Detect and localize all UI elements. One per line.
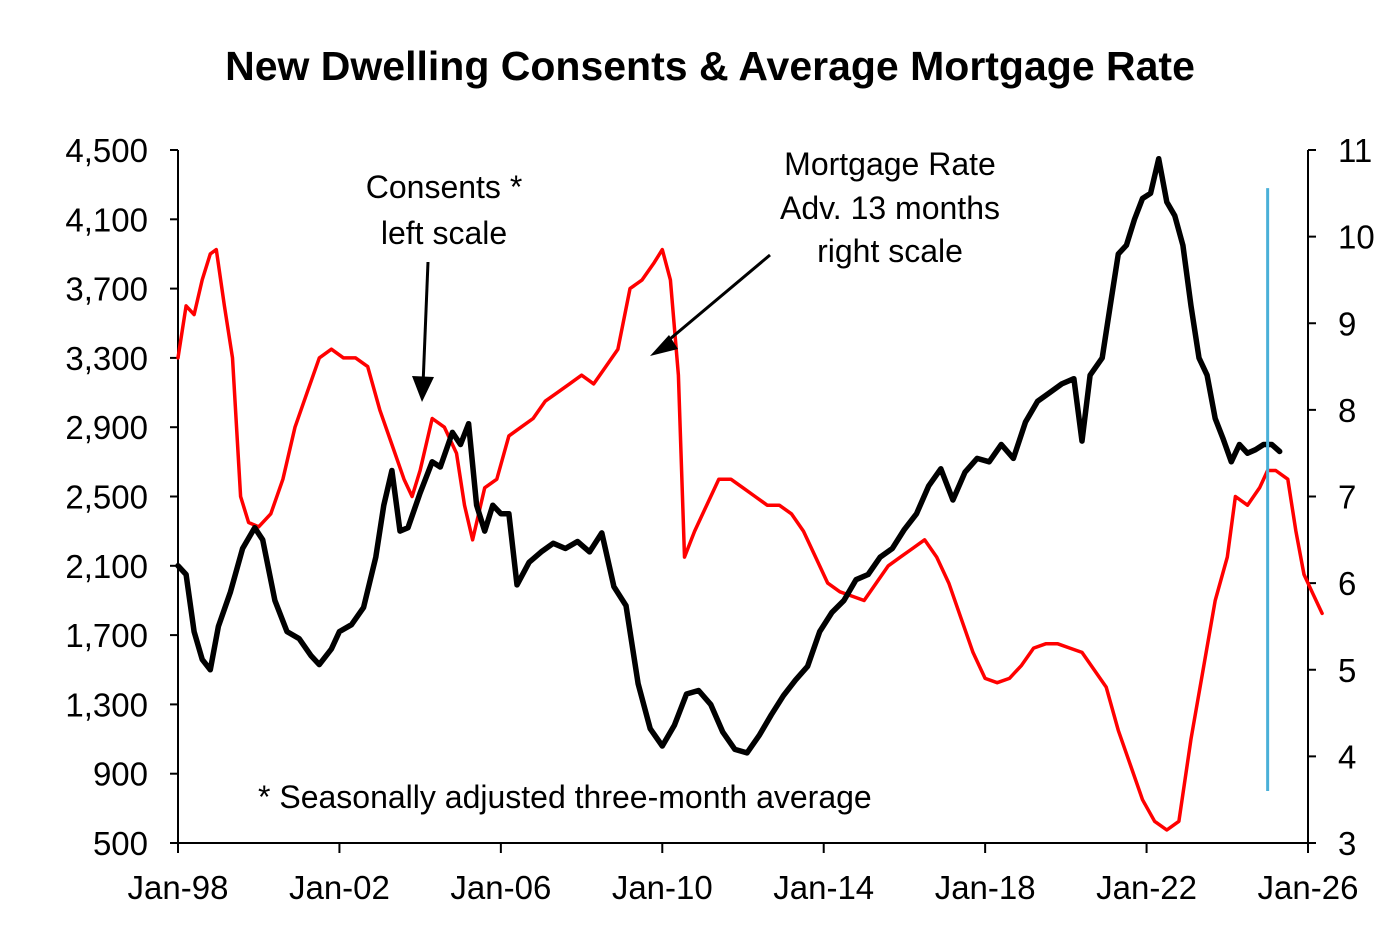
consents-annotation-line1: Consents *: [366, 169, 523, 205]
right-tick-label: 4: [1338, 738, 1356, 775]
mortgage-annotation-line1: Mortgage Rate: [784, 146, 996, 182]
left-tick-label: 3,300: [65, 340, 148, 377]
left-tick-label: 4,500: [65, 132, 148, 169]
left-tick-label: 4,100: [65, 201, 148, 238]
consents-arrow: [412, 261, 434, 402]
mortgage-arrow: [650, 253, 771, 356]
mortgage-annotation-line2: Adv. 13 months: [780, 190, 1000, 226]
left-tick-label: 2,500: [65, 479, 148, 516]
x-tick-label: Jan-98: [128, 869, 229, 906]
x-tick-label: Jan-06: [450, 869, 551, 906]
left-tick-label: 2,900: [65, 409, 148, 446]
right-tick-label: 5: [1338, 652, 1356, 689]
x-tick-label: Jan-26: [1258, 869, 1359, 906]
left-tick-label: 1,300: [65, 686, 148, 723]
mortgage-annotation-line3: right scale: [817, 233, 963, 269]
mortgage-rate-line: [176, 247, 1324, 832]
consents-annotation-line2: left scale: [381, 215, 507, 251]
right-tick-label: 8: [1338, 392, 1356, 429]
x-tick-label: Jan-18: [935, 869, 1036, 906]
left-tick-label: 2,100: [65, 548, 148, 585]
left-tick-label: 500: [93, 825, 148, 862]
left-tick-label: 3,700: [65, 271, 148, 308]
series-layer: [175, 155, 1324, 832]
footnote: * Seasonally adjusted three-month averag…: [258, 779, 872, 815]
left-tick-label: 900: [93, 756, 148, 793]
right-tick-label: 11: [1338, 132, 1372, 169]
x-tick-label: Jan-22: [1096, 869, 1197, 906]
axes: 4,500 4,100 3,700 3,300 2,900 2,500 2,100 1,700…: [65, 132, 1374, 906]
right-tick-label: 9: [1338, 305, 1356, 342]
right-tick-label: 7: [1338, 479, 1356, 516]
x-tick-label: Jan-14: [773, 869, 874, 906]
right-tick-label: 6: [1338, 565, 1356, 602]
x-tick-label: Jan-10: [612, 869, 713, 906]
left-tick-label: 1,700: [65, 617, 148, 654]
right-tick-label: 10: [1338, 219, 1375, 256]
consents-line: [175, 155, 1283, 756]
right-tick-label: 3: [1338, 825, 1356, 862]
chart-title: New Dwelling Consents & Average Mortgage…: [225, 43, 1195, 89]
x-tick-label: Jan-02: [289, 869, 390, 906]
